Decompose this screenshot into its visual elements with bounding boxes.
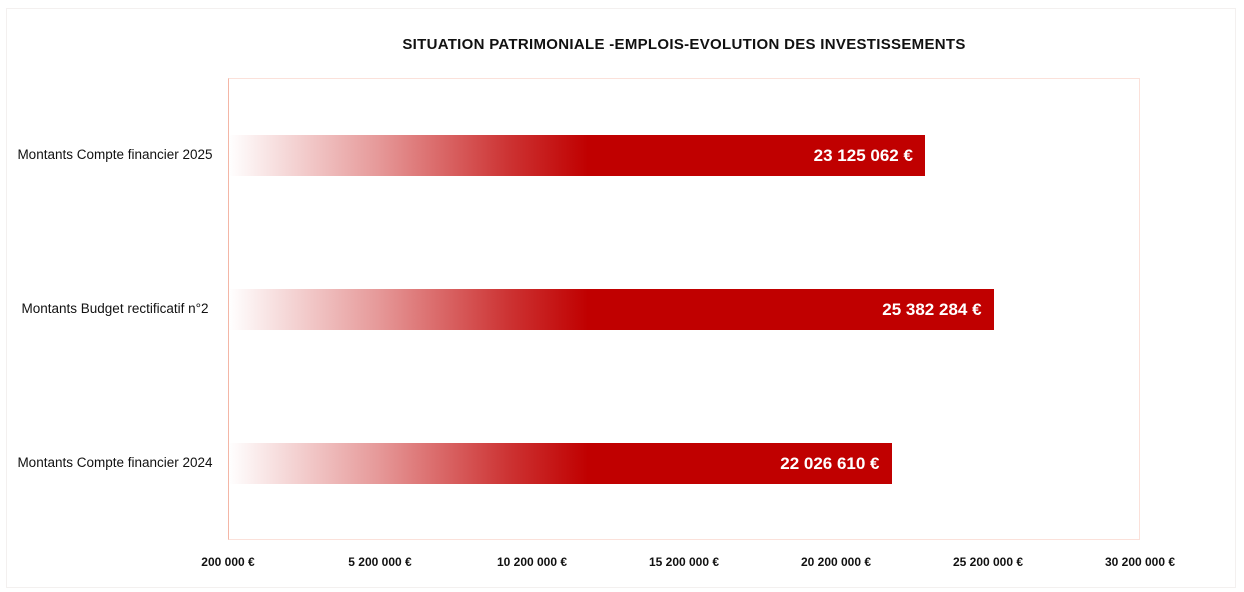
data-label: 25 382 284 € [882,299,982,319]
x-tick-label: 30 200 000 € [1104,555,1176,569]
x-tick-label: 15 200 000 € [648,555,720,569]
data-label: 22 026 610 € [780,453,880,473]
bar: 23 125 062 € [228,134,925,176]
y-tick-label: Montants Compte financier 2025 [17,147,213,162]
x-tick-label: 20 200 000 € [800,555,872,569]
bar: 25 382 284 € [228,288,994,330]
y-tick-label: Montants Budget rectificatif n°2 [21,301,209,316]
chart-title: SITUATION PATRIMONIALE -EMPLOIS-EVOLUTIO… [402,36,966,53]
x-tick-label: 10 200 000 € [496,555,568,569]
y-tick-label: Montants Compte financier 2024 [17,455,213,470]
x-tick-label: 200 000 € [201,555,255,569]
x-tick-label: 5 200 000 € [348,555,412,569]
chart-frame [6,8,1236,588]
bar: 22 026 610 € [228,442,892,484]
data-label: 23 125 062 € [813,145,913,165]
x-tick-label: 25 200 000 € [952,555,1024,569]
